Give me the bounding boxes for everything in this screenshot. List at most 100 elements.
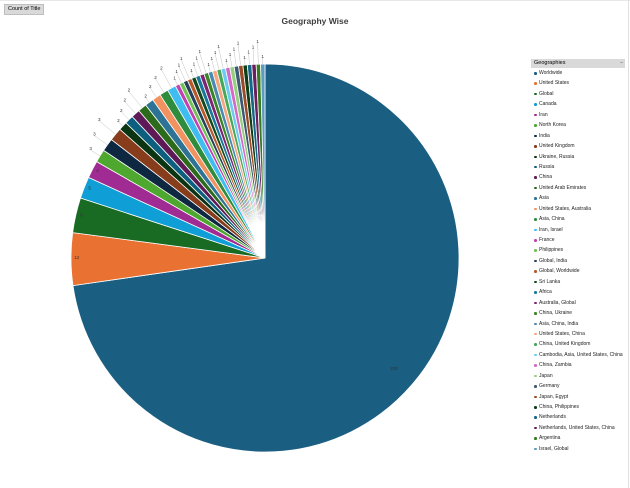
legend-item[interactable]: France — [531, 235, 625, 245]
legend-item-label: India — [539, 132, 550, 139]
data-label-36: 1 — [256, 39, 259, 44]
legend-item[interactable]: Philippines — [531, 245, 625, 255]
legend-item-label: Australia, Global — [539, 299, 576, 306]
legend-item[interactable]: Netherlands, United States, China — [531, 423, 625, 433]
data-label-7: 3 — [93, 132, 96, 137]
legend-item[interactable]: Sri Lanka — [531, 277, 625, 287]
leader-line-14 — [150, 88, 157, 98]
leader-line-22 — [193, 65, 198, 77]
data-label-19: 1 — [178, 62, 181, 67]
legend-item[interactable]: Asia, China — [531, 214, 625, 224]
data-label-26: 1 — [210, 56, 213, 61]
data-label-3: 8 — [80, 212, 83, 217]
data-label-15: 2 — [154, 75, 157, 80]
legend-item[interactable]: Global — [531, 89, 625, 99]
leader-line-36 — [257, 43, 259, 65]
legend-swatch — [534, 239, 537, 242]
legend-item[interactable]: United Arab Emirates — [531, 183, 625, 193]
legend-item[interactable]: Africa — [531, 287, 625, 297]
legend-swatch — [534, 416, 537, 419]
legend-swatch — [534, 301, 537, 305]
legend-item[interactable]: China, United Kingdom — [531, 339, 625, 349]
legend-item[interactable]: China, Philippines — [531, 402, 625, 412]
legend-item-label: Russia — [539, 163, 555, 170]
legend-item[interactable]: United States, Australia — [531, 204, 625, 214]
legend-item[interactable]: Argentina — [531, 433, 625, 443]
legend-item[interactable]: Iran — [531, 110, 625, 120]
data-label-12: 2 — [128, 88, 131, 93]
legend-item[interactable]: China — [531, 172, 625, 182]
legend-item[interactable]: Global, Worldwide — [531, 266, 625, 276]
data-label-31: 1 — [233, 46, 236, 51]
data-label-32: 1 — [237, 41, 240, 46]
legend-swatch — [534, 374, 537, 378]
legend-item[interactable]: Israel, Global — [531, 444, 625, 454]
legend-item[interactable]: Netherlands — [531, 412, 625, 422]
data-label-21: 1 — [190, 68, 193, 73]
legend-title[interactable]: Geographies – — [531, 59, 625, 68]
legend-item-label: Africa — [539, 289, 552, 296]
legend-item[interactable]: Worldwide — [531, 68, 625, 78]
legend-item-label: Asia, China — [539, 216, 565, 223]
legend-swatch — [534, 426, 537, 430]
legend-item-label: United States — [539, 80, 570, 87]
legend-swatch — [534, 72, 537, 75]
legend-item[interactable]: Cambodia, Asia, United States, China — [531, 350, 625, 360]
legend-item[interactable]: Asia — [531, 193, 625, 203]
legend-item[interactable]: Ukraine, Russia — [531, 152, 625, 162]
data-label-14: 2 — [149, 84, 152, 89]
leader-line-29 — [226, 61, 228, 68]
legend-item[interactable]: Russia — [531, 162, 625, 172]
data-label-20: 1 — [180, 56, 183, 61]
legend-item[interactable]: United States — [531, 78, 625, 88]
legend-item[interactable]: Canada — [531, 99, 625, 109]
legend-dropdown-icon[interactable]: – — [620, 60, 623, 66]
data-label-30: 1 — [229, 52, 232, 57]
leader-line-11 — [124, 101, 136, 114]
legend-item[interactable]: United Kingdom — [531, 141, 625, 151]
leader-line-26 — [211, 59, 215, 71]
legend-item[interactable]: Japan — [531, 371, 625, 381]
legend-item[interactable]: North Korea — [531, 120, 625, 130]
legend-item[interactable]: China, Ukraine — [531, 308, 625, 318]
legend-swatch — [534, 332, 537, 336]
data-label-5: 4 — [96, 168, 99, 173]
legend-swatch — [534, 280, 537, 284]
legend-swatch — [534, 92, 537, 96]
legend-item[interactable]: Japan, Egypt — [531, 392, 625, 402]
legend-title-text: Geographies — [534, 60, 566, 66]
legend-item[interactable]: Germany — [531, 381, 625, 391]
data-label-25: 1 — [207, 62, 210, 67]
data-label-17: 1 — [173, 76, 176, 81]
data-label-23: 1 — [195, 55, 198, 60]
legend-item-label: Netherlands — [539, 414, 566, 421]
legend-item[interactable]: Australia, Global — [531, 298, 625, 308]
legend-item-label: Global — [539, 90, 554, 97]
data-label-4: 5 — [88, 186, 91, 191]
legend-item[interactable]: United States, China — [531, 329, 625, 339]
legend-item-label: France — [539, 237, 555, 243]
legend-swatch — [534, 364, 537, 367]
pie-slice-1[interactable] — [72, 63, 460, 453]
right-border — [628, 0, 629, 488]
data-label-16: 2 — [160, 66, 163, 71]
legend-item[interactable]: India — [531, 131, 625, 141]
legend-item[interactable]: China, Zambia — [531, 360, 625, 370]
data-label-9: 2 — [117, 118, 120, 123]
legend-swatch — [534, 165, 537, 169]
legend-item-label: Worldwide — [539, 70, 563, 76]
legend-item[interactable]: Global, India — [531, 256, 625, 266]
leader-line-20 — [181, 59, 190, 80]
legend-item[interactable]: Asia, China, India — [531, 319, 625, 329]
top-border — [0, 0, 630, 1]
data-label-22: 1 — [193, 62, 196, 67]
count-of-title-field-button[interactable]: Count of Title — [4, 4, 45, 15]
legend-item[interactable]: Iran, Israel — [531, 225, 625, 235]
legend-swatch — [534, 124, 537, 127]
leader-line-6 — [90, 150, 101, 157]
legend-swatch — [534, 228, 537, 232]
legend-swatch — [534, 343, 537, 346]
data-label-13: 2 — [144, 94, 147, 99]
